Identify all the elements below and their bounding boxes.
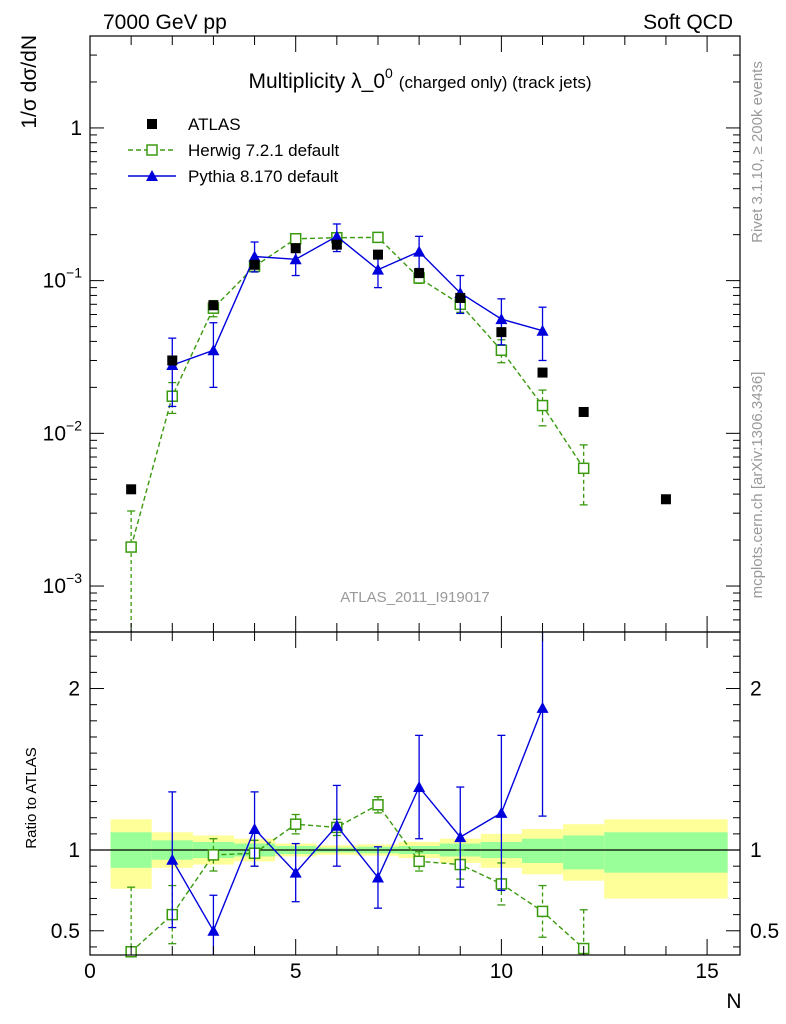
ratio-ytick-label: 0.5: [51, 920, 80, 943]
herwig-line: [130, 803, 585, 953]
x-axis-label: N: [726, 990, 741, 1013]
legend-label-atlas: ATLAS: [188, 115, 241, 134]
main-ytick-base: 10: [43, 270, 66, 293]
ratio-xtick-label: 15: [695, 960, 718, 983]
herwig-point: [495, 344, 508, 357]
pythia-point: [330, 230, 343, 242]
atlas-point: [331, 239, 342, 250]
main-panel: 110−110−210−3 Multiplicity λ_00 (charged …: [18, 35, 741, 633]
rivet-label: Rivet 3.1.10, ≥ 200k events: [749, 61, 766, 243]
title-tail: (charged only) (track jets): [399, 73, 592, 92]
pythia-point: [371, 871, 384, 883]
pythia-line: [172, 235, 543, 366]
pythia-point: [207, 924, 220, 936]
main-ytick-base: 10: [43, 575, 66, 598]
herwig-point: [536, 905, 549, 918]
main-ytick-exponent: −3: [66, 570, 82, 586]
atlas-point: [208, 300, 219, 311]
band-green-11: [563, 835, 605, 870]
atlas-point: [660, 494, 671, 505]
legend-label-herwig: Herwig 7.2.1 default: [188, 141, 339, 160]
main-ytick-base: 10: [43, 422, 66, 445]
atlas-point: [537, 367, 548, 378]
main-ytick-label: 10−2: [43, 417, 83, 445]
ratio-ytick-label: 2: [68, 678, 80, 701]
pythia-point: [454, 831, 467, 843]
pythia-point: [371, 263, 384, 275]
main-ytick-label: 10−1: [43, 265, 83, 293]
main-ylabel: 1/σ dσ/dN: [18, 35, 41, 129]
pythia-line: [171, 707, 544, 933]
legend-marker-pythia: [146, 170, 158, 181]
herwig-point: [413, 855, 425, 868]
band-green-12: [604, 832, 728, 873]
pythia-point: [289, 253, 302, 265]
ratio-ytick-label: 1: [68, 839, 80, 862]
pythia-point: [495, 313, 508, 325]
main-ytick-label: 1: [70, 117, 82, 140]
pythia-point: [536, 324, 549, 336]
ratio-frame: [89, 631, 741, 956]
header-left-label: 7000 GeV pp: [103, 11, 227, 34]
ratio-panel: 0 5 10 15 0.5 0.5 1 1 2 2 Ratio to ATLAS: [23, 631, 779, 983]
pythia-point: [289, 866, 302, 878]
pythia-point: [248, 250, 261, 262]
main-ytick-exponent: −1: [66, 265, 82, 281]
ratio-ytick-label-right: 1: [750, 839, 762, 862]
pythia-point: [166, 853, 179, 865]
herwig-point: [289, 818, 302, 830]
ratio-ytick-label-right: 0.5: [750, 920, 779, 943]
header-right-label: Soft QCD: [643, 11, 733, 34]
ratio-ytick-label-right: 2: [750, 678, 762, 701]
pythia-point: [495, 806, 508, 818]
herwig-point: [372, 231, 384, 244]
legend-marker-atlas: [147, 119, 157, 129]
mcplots-label: mcplots.cern.ch [arXiv:1306.3436]: [749, 372, 766, 599]
pythia-point: [413, 245, 426, 257]
herwig-line: [130, 236, 585, 548]
main-ytick-base: 1: [70, 117, 82, 140]
pythia-point: [330, 819, 343, 831]
ratio-xtick-label: 10: [490, 960, 513, 983]
main-ytick-label: 10−3: [43, 570, 83, 598]
atlas-point: [414, 268, 425, 279]
title-main: Multiplicity λ_0: [248, 70, 385, 93]
main-ytick-exponent: −2: [66, 417, 82, 433]
herwig-point: [372, 799, 384, 811]
title-superscript: 0: [385, 65, 393, 81]
legend: ATLAS Herwig 7.2.1 default Pythia 8.170 de…: [128, 115, 339, 186]
herwig-point: [289, 233, 302, 245]
atlas-point: [290, 243, 301, 254]
atlas-point: [167, 355, 178, 366]
ratio-xtick-label: 0: [84, 960, 96, 983]
main-title: Multiplicity λ_00 (charged only) (track j…: [248, 65, 591, 93]
herwig-point: [125, 541, 137, 553]
pythia-point: [248, 823, 261, 835]
pythia-point: [413, 781, 426, 793]
atlas-point: [249, 259, 260, 270]
pythia-point: [536, 701, 549, 713]
watermark: ATLAS_2011_I919017: [340, 589, 490, 606]
herwig-point: [577, 462, 590, 475]
atlas-point: [126, 484, 137, 495]
herwig-point: [536, 399, 549, 412]
atlas-point: [496, 327, 507, 338]
herwig-point: [207, 849, 220, 861]
legend-marker-herwig: [146, 144, 158, 156]
atlas-point: [578, 406, 589, 417]
legend-label-pythia: Pythia 8.170 default: [188, 167, 339, 186]
atlas-point: [455, 292, 466, 303]
atlas-point: [372, 249, 383, 260]
band-green-10: [521, 838, 564, 863]
ratio-xtick-label: 5: [290, 960, 302, 983]
ratio-ylabel: Ratio to ATLAS: [23, 747, 40, 848]
pythia-point: [207, 344, 220, 356]
